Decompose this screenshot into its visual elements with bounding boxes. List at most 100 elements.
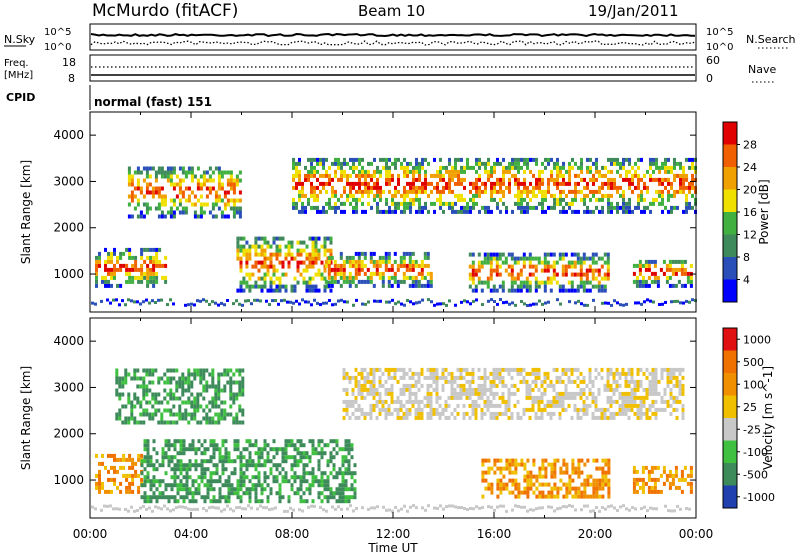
echo-cell [125, 279, 129, 284]
echo-cell [169, 174, 173, 179]
echo-cell [607, 494, 611, 499]
echo-cell [385, 173, 388, 178]
echo-cell [190, 302, 193, 306]
echo-cell [251, 443, 255, 448]
echo-cell [529, 157, 532, 162]
echo-cell [257, 252, 261, 257]
echo-cell [200, 459, 204, 464]
echo-cell [645, 411, 649, 416]
echo-cell [650, 489, 654, 494]
echo-cell [358, 161, 361, 166]
echo-cell [95, 473, 98, 478]
echo-cell [454, 169, 457, 174]
echo-cell [349, 504, 352, 508]
echo-cell [517, 181, 520, 186]
echo-cell [394, 209, 397, 214]
echo-cell [185, 487, 189, 492]
echo-cell [357, 391, 361, 396]
echo-cell [683, 477, 687, 482]
echo-cell [352, 157, 355, 162]
echo-cell [385, 177, 388, 182]
echo-cell [202, 506, 205, 510]
echo-cell [406, 169, 409, 174]
echo-cell [436, 185, 439, 190]
echo-cell [582, 411, 586, 416]
echo-cell [155, 459, 159, 464]
echo-cell [535, 193, 538, 198]
echo-cell [179, 463, 183, 468]
echo-cell [450, 411, 454, 416]
echo-cell [540, 395, 544, 400]
echo-cell [585, 268, 589, 273]
echo-cell [532, 508, 535, 512]
echo-cell [235, 412, 239, 417]
echo-cell [241, 408, 245, 413]
echo-cell [549, 415, 553, 420]
echo-cell [622, 209, 625, 214]
echo-cell [127, 174, 131, 179]
echo-cell [553, 470, 557, 475]
echo-cell [229, 178, 233, 183]
echo-cell [553, 509, 556, 513]
echo-cell [660, 399, 664, 404]
echo-cell [366, 391, 370, 396]
echo-cell [331, 505, 334, 509]
echo-cell [208, 400, 212, 405]
echo-cell [653, 259, 657, 264]
echo-cell [369, 403, 373, 408]
echo-cell [373, 197, 376, 202]
echo-cell [326, 499, 330, 504]
echo-cell [478, 165, 481, 170]
echo-cell [311, 244, 315, 249]
echo-cell [568, 161, 571, 166]
echo-cell [514, 478, 518, 483]
echo-cell [110, 489, 113, 494]
echo-cell [432, 375, 436, 380]
echo-cell [540, 399, 544, 404]
echo-cell [484, 209, 487, 214]
y-tick-label: 4000 [53, 128, 84, 142]
echo-cell [161, 491, 165, 496]
echo-cell [496, 486, 500, 491]
echo-cell [508, 466, 512, 471]
echo-cell [271, 507, 274, 511]
echo-cell [489, 268, 493, 273]
echo-cell [638, 279, 642, 284]
echo-cell [350, 495, 354, 500]
echo-cell [290, 483, 294, 488]
echo-cell [625, 209, 628, 214]
echo-cell [373, 181, 376, 186]
echo-cell [415, 301, 418, 305]
echo-cell [357, 259, 361, 264]
echo-cell [675, 407, 679, 412]
echo-cell [172, 392, 176, 397]
echo-cell [311, 260, 315, 265]
echo-cell [567, 288, 571, 293]
echo-cell [671, 259, 675, 264]
echo-cell [197, 439, 201, 444]
echo-cell [155, 247, 159, 252]
echo-cell [179, 487, 183, 492]
echo-cell [220, 509, 223, 513]
echo-cell [576, 252, 580, 257]
echo-cell [127, 170, 131, 175]
echo-cell [633, 403, 637, 408]
echo-cell [576, 411, 580, 416]
echo-cell [139, 376, 143, 381]
echo-cell [361, 169, 364, 174]
echo-cell [468, 379, 472, 384]
echo-cell [187, 166, 191, 171]
echo-cell [516, 272, 520, 277]
echo-cell [155, 255, 159, 260]
echo-cell [604, 458, 608, 463]
echo-cell [227, 479, 231, 484]
echo-cell [254, 475, 258, 480]
echo-cell [372, 271, 376, 276]
echo-cell [666, 383, 670, 388]
echo-cell [489, 272, 493, 277]
echo-cell [193, 412, 197, 417]
echo-cell [405, 411, 409, 416]
echo-cell [182, 495, 186, 500]
echo-cell [381, 407, 385, 412]
echo-cell [496, 302, 499, 306]
